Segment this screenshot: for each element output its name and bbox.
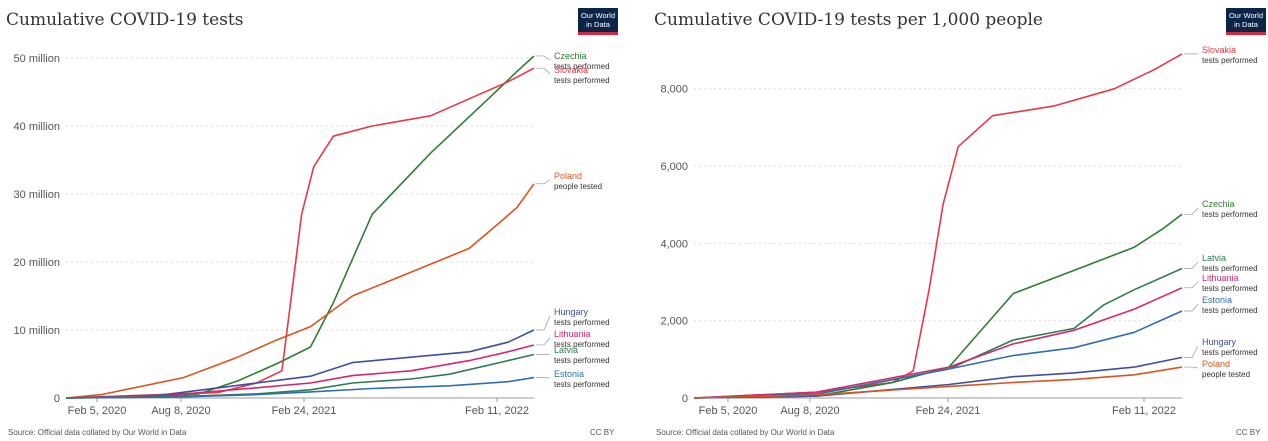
series-label-latvia: Latvia <box>554 345 578 355</box>
series-label-lithuania: Lithuania <box>554 329 591 339</box>
x-tick-label: Aug 8, 2020 <box>780 405 839 417</box>
series-line-hungary <box>65 329 535 399</box>
chart-panel-right: Cumulative COVID-19 tests per 1,000 peop… <box>648 0 1268 441</box>
series-metric-label: people tested <box>554 182 602 191</box>
x-tick-label: Feb 11, 2022 <box>1112 405 1176 417</box>
label-connector <box>1184 207 1199 215</box>
x-tick-label: Feb 24, 2021 <box>916 405 981 417</box>
source-note: Source: Official data collated by Our Wo… <box>8 428 187 437</box>
series-label-slovakia: Slovakia <box>1202 45 1236 55</box>
series-metric-label: tests performed <box>1202 284 1258 293</box>
series-metric-label: people tested <box>1202 370 1250 379</box>
label-connector <box>1184 261 1199 269</box>
series-label-slovakia: Slovakia <box>554 65 588 75</box>
series-label-hungary: Hungary <box>1202 337 1237 347</box>
series-metric-label: tests performed <box>554 356 610 365</box>
license-label: CC BY <box>1236 428 1261 437</box>
chart-title: Cumulative COVID-19 tests per 1,000 peop… <box>654 10 1043 30</box>
series-label-czechia: Czechia <box>1202 199 1235 209</box>
series-line-estonia <box>65 376 535 399</box>
label-connector <box>536 337 551 346</box>
label-connector <box>1184 345 1199 358</box>
label-connector <box>536 315 551 331</box>
series-label-lithuania: Lithuania <box>1202 273 1239 283</box>
y-tick-label: 0 <box>54 393 60 405</box>
series-line-slovakia <box>693 53 1183 399</box>
y-tick-label: 4,000 <box>660 238 688 250</box>
series-line-latvia <box>693 267 1183 399</box>
chart-title: Cumulative COVID-19 tests <box>6 10 244 30</box>
series-line-lithuania <box>65 344 535 399</box>
label-connector <box>536 179 551 185</box>
y-tick-label: 2,000 <box>660 316 688 328</box>
x-tick-label: Aug 8, 2020 <box>151 405 210 417</box>
series-line-lithuania <box>693 287 1183 399</box>
series-metric-label: tests performed <box>554 380 610 389</box>
chart-panel-left: Cumulative COVID-19 tests Our World in D… <box>6 8 618 437</box>
x-tick-label: Feb 24, 2021 <box>272 405 337 417</box>
label-connector <box>536 55 551 61</box>
y-tick-label: 40 million <box>14 121 60 133</box>
license-label: CC BY <box>590 428 615 437</box>
series-metric-label: tests performed <box>554 318 610 327</box>
series-label-poland: Poland <box>1202 359 1230 369</box>
series-metric-label: tests performed <box>554 76 610 85</box>
series-label-estonia: Estonia <box>1202 295 1232 305</box>
series-metric-label: tests performed <box>554 62 610 71</box>
chart-plot: 0 10 million 20 million 30 million 40 millio… <box>14 51 610 417</box>
series-metric-label: tests performed <box>1202 264 1258 273</box>
series-line-poland <box>65 183 535 399</box>
y-tick-label: 0 <box>682 393 688 405</box>
source-note: Source: Official data collated by Our Wo… <box>656 428 835 437</box>
series-line-hungary <box>693 356 1183 399</box>
label-connector <box>1184 366 1199 369</box>
series-label-czechia: Czechia <box>554 51 587 61</box>
series-line-poland <box>693 366 1183 399</box>
x-tick-label: Feb 5, 2020 <box>68 405 127 417</box>
series-label-estonia: Estonia <box>554 369 584 379</box>
series-line-czechia <box>693 213 1183 399</box>
y-tick-label: 6,000 <box>660 161 688 173</box>
series-label-hungary: Hungary <box>554 307 589 317</box>
x-tick-label: Feb 11, 2022 <box>465 405 529 417</box>
series-metric-label: tests performed <box>1202 56 1258 65</box>
series-label-latvia: Latvia <box>1202 253 1226 263</box>
label-connector <box>536 67 551 75</box>
y-tick-label: 8,000 <box>660 84 688 96</box>
series-metric-label: tests performed <box>1202 306 1258 315</box>
series-line-slovakia <box>65 67 535 399</box>
label-connector <box>1184 281 1199 289</box>
chart-plot: 0 2,000 4,000 6,000 8,000 Feb 5, 2020 Aug 8, 2… <box>660 45 1258 417</box>
y-tick-label: 30 million <box>14 189 60 201</box>
y-tick-label: 50 million <box>14 53 60 65</box>
label-connector <box>1184 303 1199 312</box>
series-metric-label: tests performed <box>554 340 610 349</box>
x-tick-label: Feb 5, 2020 <box>699 405 758 417</box>
y-tick-label: 10 million <box>14 325 60 337</box>
owid-logo[interactable]: Our World in Data <box>1226 8 1266 35</box>
series-metric-label: tests performed <box>1202 348 1258 357</box>
series-line-czechia <box>65 55 535 399</box>
owid-logo[interactable]: Our World in Data <box>578 8 618 35</box>
y-tick-label: 20 million <box>14 257 60 269</box>
series-metric-label: tests performed <box>1202 210 1258 219</box>
series-label-poland: Poland <box>554 171 582 181</box>
